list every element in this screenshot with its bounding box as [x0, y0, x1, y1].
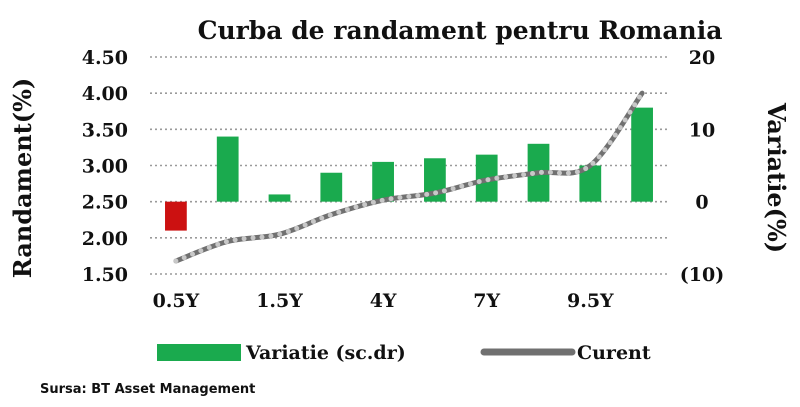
x-tick-label: 0.5Y	[153, 290, 200, 312]
legend-swatch-variatie	[157, 344, 241, 361]
bar	[268, 194, 291, 202]
line-series	[173, 90, 645, 264]
right-axis-ticks: 20 10 0 (10)	[680, 47, 724, 286]
right-tick-label: 0	[695, 192, 708, 214]
left-tick-label: 3.50	[82, 119, 128, 141]
right-tick-label: (10)	[680, 264, 724, 286]
left-tick-label: 2.00	[82, 228, 128, 250]
x-tick-label: 4Y	[370, 290, 397, 312]
bar	[216, 136, 239, 202]
x-axis-ticks: 0.5Y 1.5Y 4Y 7Y 9.5Y	[153, 290, 614, 312]
right-tick-label: 20	[689, 47, 715, 69]
left-tick-label: 1.50	[82, 264, 128, 286]
legend-label-variatie: Variatie (sc.dr)	[245, 342, 406, 364]
left-tick-label: 3.00	[82, 156, 128, 178]
curent-dotted-overlay	[173, 90, 645, 264]
right-axis-title: Variatie(%)	[762, 102, 791, 253]
chart-title: Curba de randament pentru Romania	[198, 16, 723, 45]
legend-label-curent: Curent	[577, 342, 651, 364]
left-axis-title: Randament(%)	[8, 78, 37, 279]
x-tick-label: 1.5Y	[256, 290, 303, 312]
x-tick-label: 7Y	[473, 290, 500, 312]
bar	[372, 161, 394, 202]
bar	[631, 107, 653, 202]
bar	[579, 165, 602, 202]
left-axis-ticks: 4.50 4.00 3.50 3.00 2.50 2.00 1.50	[82, 47, 128, 286]
source-note: Sursa: BT Asset Management	[40, 382, 255, 397]
bar	[320, 172, 343, 202]
legend: Variatie (sc.dr) Curent	[157, 342, 651, 364]
left-tick-label: 2.50	[82, 192, 128, 214]
x-tick-label: 9.5Y	[567, 290, 614, 312]
left-tick-label: 4.00	[82, 83, 128, 105]
curent-line	[173, 90, 645, 264]
right-tick-label: 10	[689, 119, 715, 141]
left-tick-label: 4.50	[82, 47, 128, 69]
bar	[165, 201, 187, 231]
